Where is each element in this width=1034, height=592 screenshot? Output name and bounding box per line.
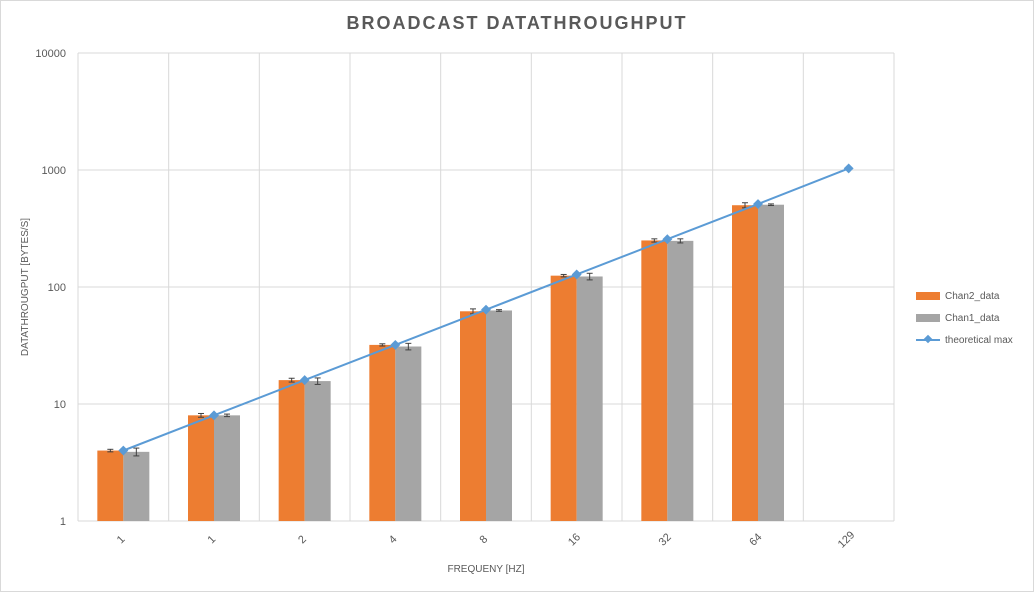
line-point bbox=[843, 163, 854, 174]
bar-chan1-data bbox=[486, 310, 512, 521]
bar-chan1-data bbox=[123, 451, 150, 521]
x-tick-label: 32 bbox=[657, 531, 674, 548]
x-axis-title: FREQUENY [HZ] bbox=[447, 564, 524, 575]
line-point bbox=[662, 234, 673, 245]
bar-chan2-data bbox=[97, 450, 124, 521]
x-tick-label: 1 bbox=[115, 533, 128, 546]
legend-item: Chan1_data bbox=[916, 307, 1013, 329]
legend-item: theoretical max bbox=[916, 329, 1013, 351]
legend-swatch bbox=[916, 292, 940, 300]
legend-swatch bbox=[916, 314, 940, 322]
line-point bbox=[571, 269, 582, 280]
legend-label: Chan1_data bbox=[945, 312, 1000, 324]
legend-label: theoretical max bbox=[945, 334, 1013, 346]
bar-chan2-data bbox=[732, 205, 758, 521]
y-tick-label: 100 bbox=[48, 282, 66, 294]
line-point bbox=[753, 199, 763, 209]
legend-marker bbox=[923, 334, 933, 344]
bar-chan1-data bbox=[576, 276, 603, 521]
x-tick-label: 64 bbox=[747, 531, 764, 548]
line-point bbox=[481, 304, 491, 315]
bar-chan1-data bbox=[214, 415, 240, 521]
chart-legend: Chan2_data Chan1_data theoretical max bbox=[916, 285, 1013, 351]
bar-chan2-data bbox=[550, 275, 577, 521]
x-tick-label: 16 bbox=[566, 531, 583, 548]
bar-chan1-data bbox=[667, 240, 694, 521]
x-tick-label: 8 bbox=[477, 533, 490, 546]
chart-title: BROADCAST DATATHROUGHPUT bbox=[346, 13, 688, 33]
line-point bbox=[299, 375, 310, 386]
bar-chan1-data bbox=[395, 346, 422, 521]
line-point bbox=[390, 339, 401, 350]
y-tick-label: 1000 bbox=[42, 165, 66, 177]
legend-label: Chan2_data bbox=[945, 290, 1000, 302]
y-axis-title: DATATHROUGPUT [BYTES/S] bbox=[20, 218, 31, 356]
x-tick-label: 4 bbox=[387, 533, 400, 546]
legend-swatch bbox=[916, 334, 940, 344]
bar-chan1-data bbox=[304, 381, 331, 521]
legend-item: Chan2_data bbox=[916, 285, 1013, 307]
y-tick-label: 10 bbox=[54, 399, 66, 411]
bar-chan2-data bbox=[641, 240, 668, 521]
x-tick-label: 129 bbox=[836, 529, 857, 550]
y-tick-label: 1 bbox=[60, 516, 66, 528]
x-tick-label: 2 bbox=[296, 533, 309, 546]
bar-chan1-data bbox=[758, 204, 784, 521]
y-tick-label: 10000 bbox=[35, 48, 66, 60]
x-tick-label: 1 bbox=[205, 533, 218, 546]
bar-chan2-data bbox=[278, 380, 305, 521]
bar-chan2-data bbox=[460, 311, 486, 521]
bar-chan2-data bbox=[369, 344, 396, 521]
line-point bbox=[209, 410, 219, 421]
bar-chan2-data bbox=[188, 415, 214, 521]
